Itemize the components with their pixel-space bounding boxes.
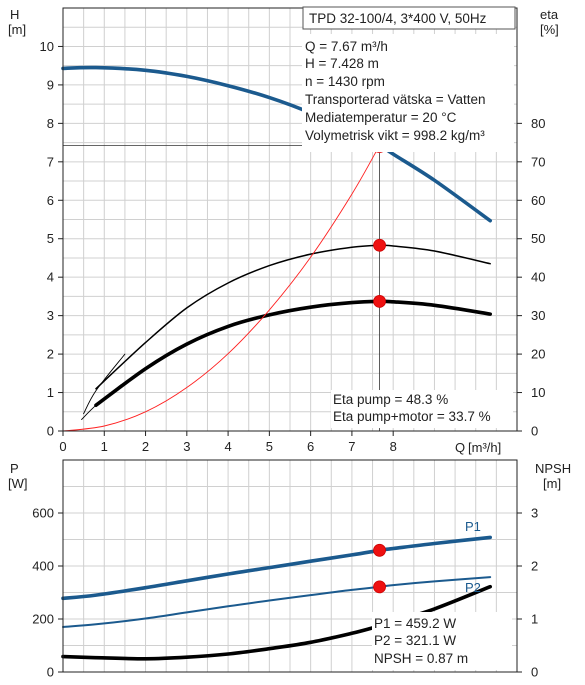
power-info-background	[372, 612, 512, 670]
eta-pump-label: Eta pump = 48.3 %	[333, 392, 448, 407]
y-right-tick-label: 70	[531, 154, 545, 169]
x-tick-label: 7	[348, 439, 355, 454]
top-axes: 0 1 2 3 4 5 6 7 8 9 10 0 10 20 30 40 50 60 70 80 0 1 2 3 4 5 6 7 8	[40, 7, 545, 454]
y-right-tick-label: 2	[531, 559, 538, 574]
info-p1: P1 = 459.2 W	[374, 616, 456, 631]
y-right-tick-label: 20	[531, 347, 545, 362]
y-right-tick-label: 0	[531, 424, 538, 439]
y-right-title: eta	[540, 7, 559, 22]
y-left-tick-label: 0	[47, 424, 54, 439]
y-right-tick-label: 0	[531, 665, 538, 680]
y-right-tick-label: 1	[531, 612, 538, 627]
series-line-0-2	[94, 299, 492, 407]
operating-point-marker	[373, 238, 386, 252]
y-left-tick-label: 600	[32, 506, 54, 521]
series-line-1-0	[61, 535, 492, 601]
chart-title: TPD 32-100/4, 3*400 V, 50Hz	[309, 11, 487, 26]
operating-point-marker	[373, 295, 386, 308]
x-tick-label: 5	[266, 439, 273, 454]
y-right-tick-label: 50	[531, 231, 545, 246]
info-head: H = 7.428 m	[305, 56, 379, 71]
y-left-title: H	[10, 7, 19, 22]
npsh-axis-title: NPSH	[535, 461, 571, 476]
info-npsh: NPSH = 0.87 m	[374, 651, 468, 666]
x-tick-label: 0	[59, 439, 66, 454]
plot-frame	[62, 7, 518, 432]
x-tick-label: 2	[142, 439, 149, 454]
series-line-0-5	[81, 384, 122, 420]
operating-point-marker	[373, 580, 386, 594]
series-line-0-1	[95, 244, 491, 390]
y-right-tick-label: 60	[531, 193, 545, 208]
y-left-tick-label: 5	[47, 231, 54, 246]
eta-pump-motor-label: Eta pump+motor = 33.7 %	[333, 409, 491, 424]
power-axis-title: P	[10, 461, 19, 476]
info-background	[302, 34, 514, 152]
y-left-tick-label: 3	[47, 308, 54, 323]
x-tick-label: 1	[101, 439, 108, 454]
series-label-p2: P2	[465, 580, 481, 595]
x-tick-label: 8	[390, 439, 397, 454]
y-left-tick-label: 2	[47, 347, 54, 362]
info-p2: P2 = 321.1 W	[374, 633, 456, 648]
series-line-1-1	[62, 576, 492, 628]
operating-point-marker	[373, 543, 386, 557]
info-flow: Q = 7.67 m³/h	[305, 39, 388, 54]
y-right-tick-label: 40	[531, 270, 545, 285]
info-temperature: Mediatemperatur = 20 °C	[305, 110, 457, 125]
title-box	[302, 6, 516, 30]
y-right-tick-label: 3	[531, 506, 538, 521]
y-left-tick-label: 8	[47, 116, 54, 131]
series-line-0-0	[61, 65, 492, 223]
y-left-tick-label: 0	[47, 665, 54, 680]
info-density: Volymetrisk vikt = 998.2 kg/m³	[305, 128, 485, 143]
info-liquid: Transporterad vätska = Vatten	[305, 92, 485, 107]
series-line-0-4	[83, 353, 126, 415]
bottom-axes: 0 200 400 600 0 1 2 3	[32, 459, 538, 680]
head-efficiency-chart: 0 1 2 3 4 5 6 7 8 9 10 0 10 20 30 40 50 60 70 80 0 1 2 3 4 5 6 7 8 H…	[8, 6, 559, 455]
y-left-tick-label: 10	[40, 39, 54, 54]
y-left-unit: [m]	[8, 22, 26, 37]
eff-background	[331, 390, 513, 428]
x-axis-title-unit: [m³/h]	[468, 440, 501, 455]
y-left-tick-label: 200	[32, 612, 54, 627]
y-right-unit: [%]	[540, 22, 559, 37]
y-left-tick-label: 9	[47, 77, 54, 92]
y-left-tick-label: 1	[47, 385, 54, 400]
series-label-p1: P1	[465, 519, 481, 534]
power-axis-unit: [W]	[8, 476, 28, 491]
y-left-tick-label: 400	[32, 559, 54, 574]
power-npsh-chart: 0 200 400 600 0 1 2 3 P [W] NPSH [m] P1 P2 P1 =…	[8, 459, 571, 680]
x-tick-label: 4	[224, 439, 231, 454]
npsh-axis-unit: [m]	[543, 476, 561, 491]
series-line-0-3	[62, 144, 381, 432]
y-right-tick-label: 10	[531, 385, 545, 400]
y-right-tick-label: 80	[531, 116, 545, 131]
info-speed: n = 1430 rpm	[305, 74, 385, 89]
x-axis-title-q: Q	[455, 440, 465, 455]
y-left-tick-label: 4	[47, 270, 54, 285]
y-right-tick-label: 30	[531, 308, 545, 323]
x-tick-label: 3	[183, 439, 190, 454]
y-left-tick-label: 7	[47, 154, 54, 169]
y-left-tick-label: 6	[47, 193, 54, 208]
x-tick-label: 6	[307, 439, 314, 454]
